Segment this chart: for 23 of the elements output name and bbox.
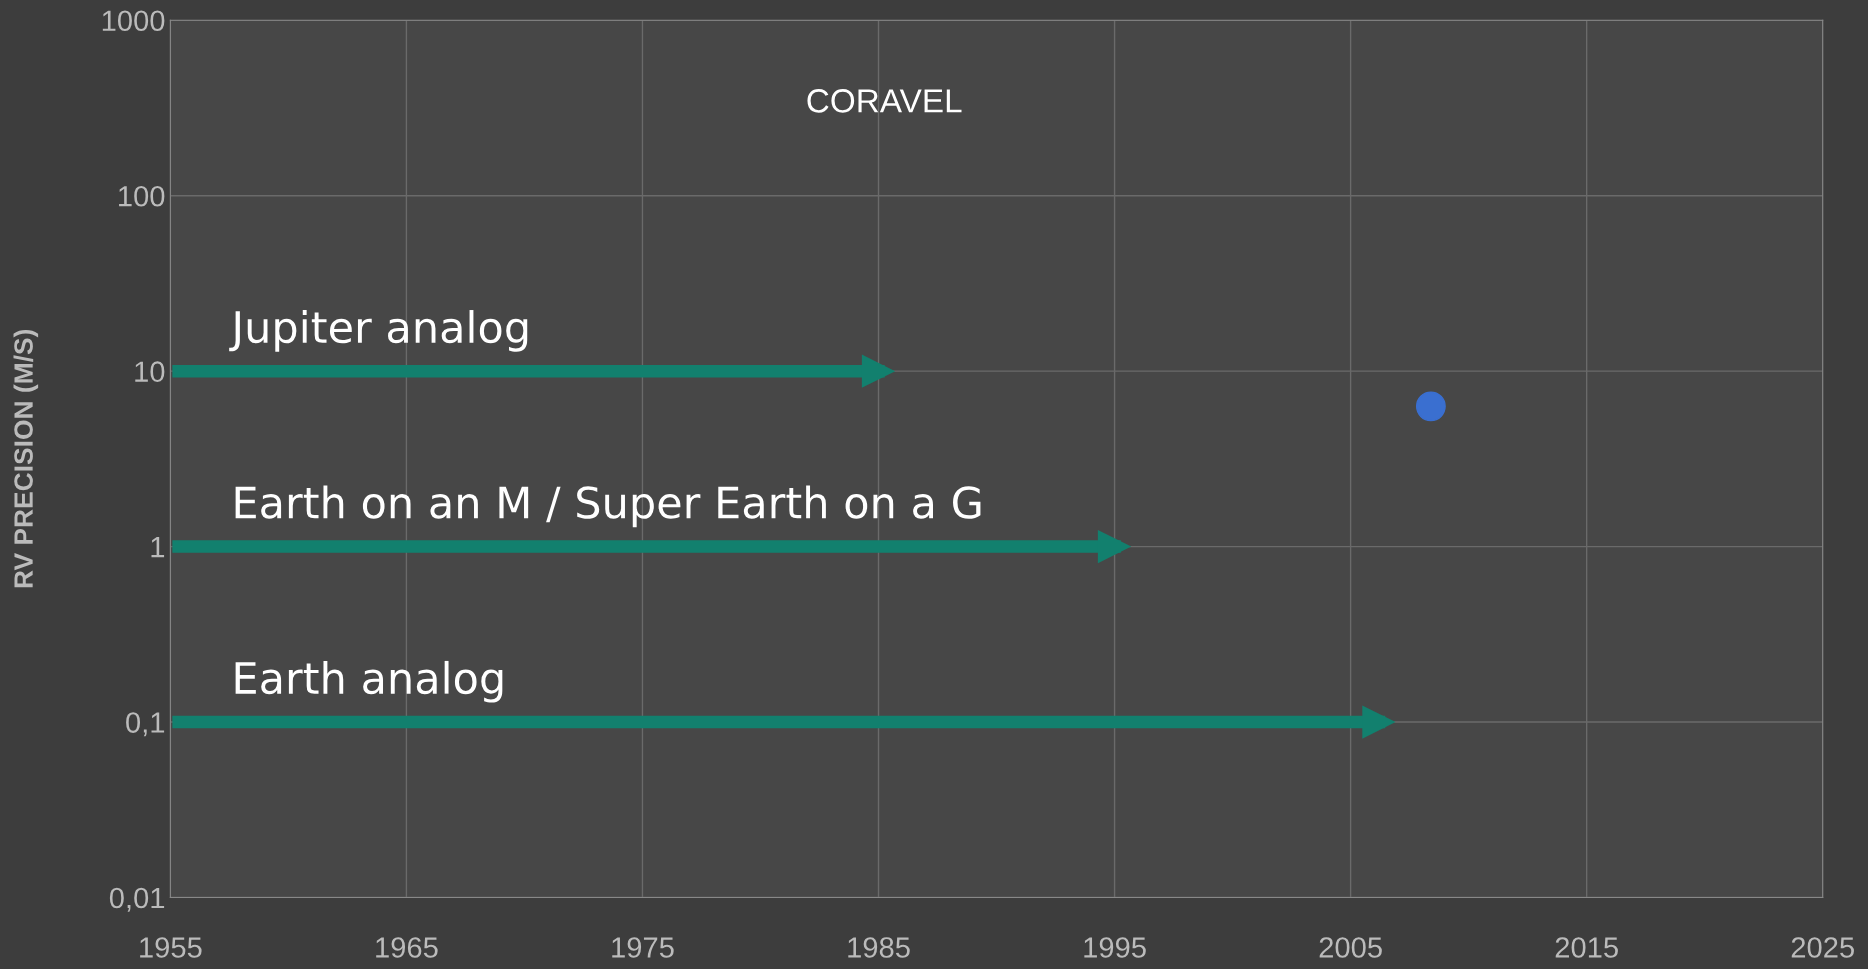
series-label: Earth on an M / Super Earth on a G (235, 485, 981, 528)
x-tick-label: 1985 (848, 937, 910, 958)
y-tick-label: 100 (119, 185, 165, 207)
annotation: CORAVEL (807, 89, 962, 113)
y-tick-label: 10 (135, 361, 165, 383)
series-label: Jupiter analog (229, 310, 528, 352)
point (1097, 529, 1132, 564)
x-tick-label: 2025 (1791, 937, 1854, 958)
y-axis-title: RV PRECISION (M/S) (13, 329, 39, 588)
x-tick-label: 1975 (612, 937, 674, 958)
x-tick-label: 2015 (1555, 937, 1618, 958)
y-tick-label: 1000 (102, 10, 165, 32)
x-tick-label: 1955 (140, 937, 202, 958)
x-tick-label: 1995 (1084, 937, 1146, 958)
y-tick-label: 0,1 (126, 712, 165, 737)
point (1362, 705, 1396, 739)
y-tick-label: 1 (151, 537, 165, 558)
x-tick-label: 2005 (1319, 937, 1382, 958)
series-label: Earth analog (235, 660, 503, 703)
y-tick-label: 0,01 (109, 887, 165, 912)
point (1415, 391, 1446, 422)
x-tick-label: 1965 (376, 937, 438, 958)
point (861, 354, 896, 388)
